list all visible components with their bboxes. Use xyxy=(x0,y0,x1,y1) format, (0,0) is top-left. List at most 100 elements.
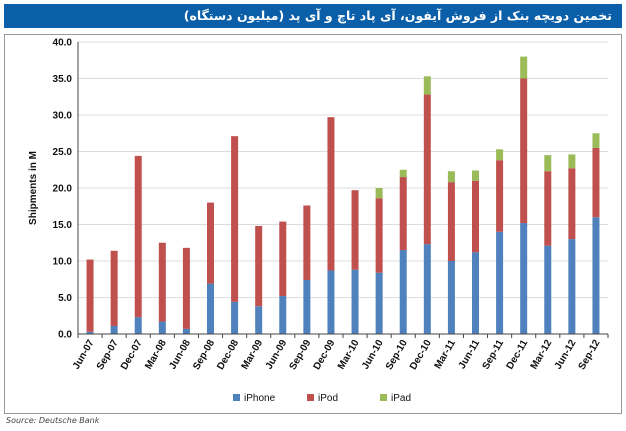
x-tick-label: Mar-10 xyxy=(336,338,362,372)
x-tick-label: Jun-07 xyxy=(71,338,97,372)
bar-ipad-jun-12 xyxy=(568,154,576,169)
bar-ipod-mar-08 xyxy=(158,242,166,322)
bar-ipod-jun-07 xyxy=(86,259,94,332)
bar-iphone-mar-08 xyxy=(158,321,166,334)
x-tick-label: Sep-10 xyxy=(384,338,410,372)
bar-iphone-mar-10 xyxy=(351,269,359,334)
x-tick-label: Mar-12 xyxy=(529,338,555,372)
x-tick-label: Dec-08 xyxy=(215,338,241,372)
x-tick-label: Dec-09 xyxy=(312,338,338,372)
x-tick-label: Mar-09 xyxy=(240,338,266,372)
bar-ipad-mar-12 xyxy=(544,155,552,172)
bar-ipod-sep-12 xyxy=(592,147,600,218)
bar-iphone-dec-08 xyxy=(231,301,239,334)
bar-ipad-dec-10 xyxy=(423,76,431,95)
bar-ipad-jun-10 xyxy=(375,188,383,199)
bar-iphone-jun-09 xyxy=(279,296,287,334)
y-tick-label: 40.0 xyxy=(53,38,73,49)
source-note: Source: Deutsche Bank xyxy=(6,416,100,425)
bar-ipod-mar-11 xyxy=(447,182,455,261)
bar-iphone-dec-10 xyxy=(423,244,431,334)
y-tick-label: 25.0 xyxy=(53,147,73,158)
bar-iphone-jun-11 xyxy=(472,252,479,334)
x-tick-label: Jun-08 xyxy=(167,338,193,372)
legend-label-ipad: iPad xyxy=(391,393,411,404)
x-tick-label: Sep-08 xyxy=(191,338,217,372)
bar-ipad-sep-12 xyxy=(592,133,600,148)
x-tick-label: Dec-11 xyxy=(505,338,531,372)
y-axis-ticks: 0.0 5.0 10.0 15.0 20.0 25.0 30.0 35.0 40.0 xyxy=(53,38,73,341)
x-tick-label: Dec-10 xyxy=(408,338,434,372)
bar-ipod-sep-08 xyxy=(207,202,214,284)
bar-iphone-sep-12 xyxy=(592,217,600,334)
bar-ipod-jun-09 xyxy=(279,221,287,297)
bar-iphone-jun-08 xyxy=(182,328,190,334)
x-tick-label: Sep-11 xyxy=(481,338,507,372)
legend-label-iphone: iPhone xyxy=(244,393,276,404)
bar-ipod-dec-11 xyxy=(520,78,528,224)
bar-iphone-sep-08 xyxy=(207,283,214,334)
legend: iPhone iPod iPad xyxy=(233,393,411,404)
bar-iphone-dec-11 xyxy=(520,223,528,334)
bar-ipod-jun-11 xyxy=(472,180,479,253)
x-tick-label: Sep-12 xyxy=(577,338,603,372)
chart-title-banner: تخمین دویچه بنک از فروش آیفون، آی پاد تا… xyxy=(4,4,622,28)
bar-ipod-jun-10 xyxy=(375,198,383,273)
y-tick-label: 15.0 xyxy=(53,220,73,231)
x-tick-label: Jun-10 xyxy=(360,338,386,372)
x-tick-label: Dec-07 xyxy=(119,338,145,372)
bar-iphone-dec-09 xyxy=(327,270,335,334)
bar-ipod-jun-12 xyxy=(568,168,576,240)
y-tick-label: 10.0 xyxy=(53,257,73,268)
y-tick-label: 5.0 xyxy=(58,293,72,304)
bar-ipod-sep-09 xyxy=(303,205,311,280)
bar-ipod-jun-08 xyxy=(182,247,190,329)
axes xyxy=(77,42,609,338)
bar-ipad-sep-11 xyxy=(496,149,504,161)
bar-ipod-sep-11 xyxy=(496,160,504,232)
legend-swatch-iphone xyxy=(233,394,240,401)
legend-label-ipod: iPod xyxy=(318,393,338,404)
bar-ipod-mar-09 xyxy=(255,225,263,307)
x-tick-label: Mar-11 xyxy=(433,338,459,371)
bar-iphone-dec-07 xyxy=(134,317,142,334)
x-tick-label: Jun-09 xyxy=(264,338,290,372)
x-axis-ticks: Jun-07Sep-07Dec-07Mar-08Jun-08Sep-08Dec-… xyxy=(71,338,603,372)
bar-ipod-sep-10 xyxy=(399,177,407,251)
bar-ipad-jun-11 xyxy=(472,170,479,181)
bar-iphone-sep-10 xyxy=(399,250,407,334)
bar-ipod-dec-08 xyxy=(231,136,239,302)
y-tick-label: 35.0 xyxy=(53,74,73,85)
y-tick-label: 0.0 xyxy=(58,330,72,341)
bar-iphone-jun-12 xyxy=(568,239,576,334)
gridlines xyxy=(78,41,608,335)
bar-ipad-sep-10 xyxy=(399,169,407,178)
bar-iphone-jun-10 xyxy=(375,272,383,334)
x-tick-label: Sep-07 xyxy=(95,338,121,372)
bar-ipad-dec-11 xyxy=(520,56,528,79)
bar-ipod-mar-10 xyxy=(351,190,359,270)
bar-ipad-mar-11 xyxy=(447,171,455,183)
legend-swatch-ipod xyxy=(307,394,314,401)
bar-ipod-dec-09 xyxy=(327,117,335,271)
bar-iphone-jun-07 xyxy=(86,331,94,334)
bar-iphone-mar-11 xyxy=(447,261,455,334)
chart-frame xyxy=(4,34,622,414)
bar-ipod-dec-10 xyxy=(423,94,431,245)
x-tick-label: Jun-11 xyxy=(457,338,483,371)
x-tick-label: Jun-12 xyxy=(553,338,579,372)
bars xyxy=(86,56,600,334)
bar-ipod-mar-12 xyxy=(544,171,552,246)
x-tick-label: Sep-09 xyxy=(288,338,314,372)
y-tick-label: 30.0 xyxy=(53,111,73,122)
bar-iphone-mar-12 xyxy=(544,245,552,334)
bar-ipod-sep-07 xyxy=(110,250,118,326)
legend-swatch-ipad xyxy=(380,394,387,401)
bar-iphone-mar-09 xyxy=(255,306,263,334)
bar-iphone-sep-07 xyxy=(110,325,118,334)
bar-ipod-dec-07 xyxy=(134,155,142,318)
bar-iphone-sep-11 xyxy=(496,231,504,334)
y-tick-label: 20.0 xyxy=(53,184,73,195)
x-tick-label: Mar-08 xyxy=(143,338,169,372)
bar-iphone-sep-09 xyxy=(303,279,311,334)
